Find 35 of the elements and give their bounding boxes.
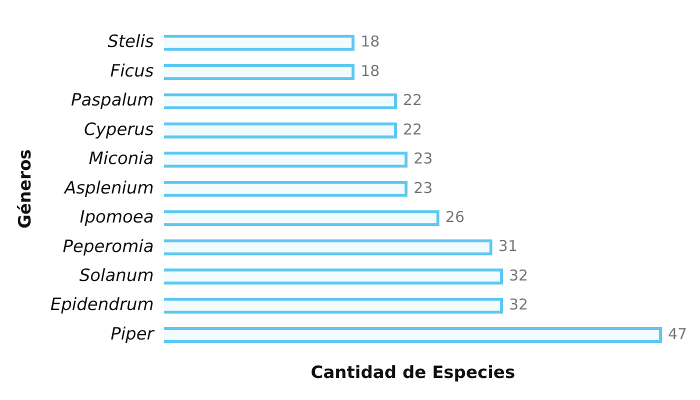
y-tick-label: Ficus — [110, 61, 154, 82]
data-label: 32 — [509, 266, 528, 284]
y-tick-label: Cyperus — [84, 120, 154, 140]
y-tick-label: Piper — [110, 324, 155, 344]
y-tick-label: Epidendrum — [50, 295, 154, 316]
bar — [164, 239, 492, 256]
bar — [164, 34, 355, 51]
bar — [164, 64, 355, 80]
data-label: 47 — [668, 324, 688, 343]
y-tick-label: Paspalum — [71, 90, 154, 111]
bar — [164, 298, 503, 314]
bar — [164, 93, 397, 110]
y-tick-label: Ipomoea — [80, 208, 154, 228]
y-tick-label: Miconia — [88, 149, 154, 170]
data-label: 32 — [509, 296, 528, 314]
y-tick-label: Stelis — [108, 32, 154, 52]
data-label: 22 — [402, 91, 422, 110]
data-label: 22 — [402, 120, 422, 138]
bar — [164, 268, 503, 285]
bar — [164, 152, 408, 168]
data-label: 23 — [414, 150, 433, 168]
y-axis-title: Géneros — [16, 149, 36, 229]
data-label: 18 — [360, 62, 380, 80]
bar — [164, 210, 440, 226]
data-label: 31 — [498, 237, 518, 256]
bar — [164, 180, 408, 197]
y-tick-label: Solanum — [79, 266, 154, 286]
data-label: 18 — [360, 32, 380, 51]
y-tick-label: Peperomia — [62, 236, 154, 257]
data-label: 23 — [414, 178, 433, 197]
bar — [164, 122, 397, 138]
data-label: 26 — [445, 208, 464, 226]
bar — [164, 326, 662, 344]
x-axis-title: Cantidad de Especies — [310, 363, 516, 384]
y-tick-label: Asplenium — [64, 178, 154, 198]
